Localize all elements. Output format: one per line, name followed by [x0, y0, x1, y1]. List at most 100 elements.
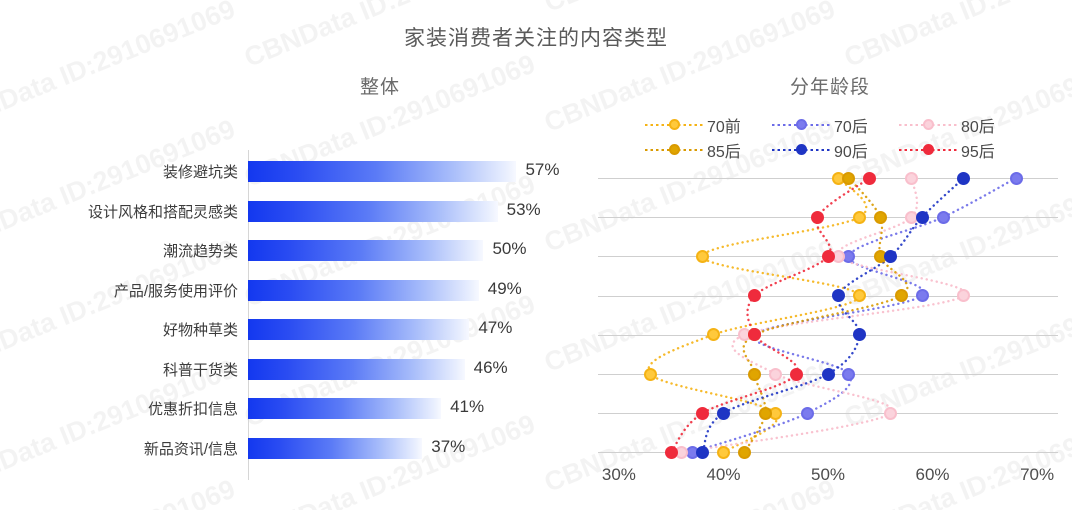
- overall-bar-chart: 装修避坑类 57% 设计风格和搭配灵感类 53% 潮流趋势类 50% 产品/服务使用评价 49…: [0, 150, 559, 480]
- bar-fill: [248, 398, 442, 419]
- grid-line: [598, 217, 1058, 219]
- bar-category-label: 装修避坑类: [162, 164, 238, 181]
- data-point-95后[interactable]: [821, 249, 835, 263]
- data-point-80后[interactable]: [905, 171, 919, 185]
- data-point-70后[interactable]: [1009, 171, 1023, 185]
- bar-track: 41%: [248, 397, 540, 419]
- legend-item-85后[interactable]: 85后: [645, 137, 772, 162]
- data-point-70前[interactable]: [696, 249, 710, 263]
- bar-category-label: 设计风格和搭配灵感类: [87, 203, 238, 221]
- x-tick-label: 40%: [706, 465, 741, 484]
- bar-track: 50%: [248, 239, 540, 261]
- bar-category-label: 科普干货类: [162, 361, 238, 379]
- data-point-70前[interactable]: [852, 210, 866, 224]
- legend-swatch: [772, 119, 830, 131]
- legend-label: 70后: [834, 118, 868, 136]
- bar-fill: [248, 437, 423, 459]
- bar-track: 46%: [248, 357, 540, 380]
- data-point-80后[interactable]: [957, 289, 971, 303]
- legend-item-80后[interactable]: 80后: [899, 112, 1026, 137]
- legend-marker-dot: [668, 119, 680, 130]
- series-line-90后: [701, 176, 966, 454]
- data-point-95后[interactable]: [811, 210, 825, 224]
- bar-fill: [248, 279, 479, 301]
- legend-swatch: [899, 144, 957, 156]
- data-point-85后[interactable]: [894, 289, 908, 303]
- legend-marker-dot: [795, 144, 807, 155]
- bar-category-label: 产品/服务使用评价: [113, 282, 238, 300]
- grid-line: [598, 295, 1058, 297]
- bar-value-label: 41%: [450, 397, 485, 416]
- grid-line: [598, 178, 1058, 179]
- bar-value-label: 46%: [473, 357, 508, 377]
- data-point-95后[interactable]: [696, 406, 710, 420]
- data-point-80后[interactable]: [884, 406, 898, 420]
- legend-marker-dot: [922, 144, 934, 155]
- bar-row: 新品资讯/信息 37%: [0, 437, 540, 459]
- legend-swatch: [645, 119, 703, 131]
- bar-row: 装修避坑类 57%: [0, 160, 559, 182]
- bar-track: 57%: [248, 160, 559, 182]
- data-point-95后[interactable]: [748, 289, 762, 303]
- data-point-70后[interactable]: [936, 210, 950, 224]
- bar-fill: [248, 200, 498, 222]
- legend-swatch: [772, 144, 830, 156]
- data-point-85后[interactable]: [737, 445, 751, 459]
- bar-category-label: 优惠折扣信息: [147, 401, 238, 418]
- grid-line: [598, 413, 1058, 415]
- data-point-70前[interactable]: [643, 367, 657, 381]
- data-point-90后[interactable]: [915, 210, 929, 224]
- plot-connector-lines: [647, 176, 1018, 454]
- data-point-70后[interactable]: [915, 289, 929, 303]
- legend-item-90后[interactable]: 90后: [772, 137, 899, 162]
- data-point-90后[interactable]: [696, 445, 710, 459]
- x-tick-label: 50%: [810, 465, 846, 484]
- data-point-95后[interactable]: [863, 171, 877, 185]
- legend-label: 90后: [834, 143, 868, 161]
- data-point-90后[interactable]: [831, 289, 845, 303]
- data-point-70前[interactable]: [706, 328, 720, 342]
- data-point-90后[interactable]: [716, 406, 730, 420]
- data-point-90后[interactable]: [884, 249, 898, 263]
- bar-value-label: 53%: [506, 199, 541, 219]
- data-point-90后[interactable]: [957, 171, 971, 185]
- bar-value-label: 50%: [492, 239, 527, 258]
- bar-category-label: 好物种草类: [162, 322, 238, 339]
- data-point-85后[interactable]: [748, 367, 762, 381]
- x-tick-label: 70%: [1020, 465, 1055, 484]
- data-point-90后[interactable]: [821, 367, 835, 381]
- bar-axis-line: [248, 150, 249, 480]
- data-point-70前[interactable]: [716, 445, 730, 459]
- data-point-85后[interactable]: [842, 171, 856, 185]
- data-point-70后[interactable]: [842, 367, 856, 381]
- bar-row: 产品/服务使用评价 49%: [0, 279, 540, 301]
- series-line-95后: [670, 176, 871, 454]
- bar-value-label: 57%: [525, 160, 560, 179]
- bar-fill: [248, 319, 470, 340]
- left-panel-title: 整体: [359, 77, 400, 98]
- age-group-scatter-chart: 70前 70后 80后 85后 90后 95后 30% 40% 50% 60% 70%: [560, 100, 1072, 510]
- legend-label: 80后: [961, 118, 995, 136]
- bar-row: 好物种草类 47%: [0, 318, 540, 340]
- data-point-85后[interactable]: [758, 406, 772, 420]
- bar-track: 53%: [248, 199, 541, 222]
- legend: 70前 70后 80后 85后 90后 95后: [645, 112, 1045, 162]
- data-point-95后[interactable]: [748, 328, 762, 342]
- data-point-85后[interactable]: [873, 210, 887, 224]
- data-point-80后[interactable]: [769, 367, 783, 381]
- bar-row: 优惠折扣信息 41%: [0, 397, 540, 419]
- data-point-70前[interactable]: [852, 289, 866, 303]
- data-point-70后[interactable]: [800, 406, 814, 420]
- data-point-90后[interactable]: [852, 328, 866, 342]
- legend-item-70前[interactable]: 70前: [645, 112, 772, 137]
- legend-item-70后[interactable]: 70后: [772, 112, 899, 137]
- legend-item-95后[interactable]: 95后: [899, 137, 1026, 162]
- series-line-70后: [690, 176, 1018, 454]
- bar-row: 设计风格和搭配灵感类 53%: [0, 199, 541, 222]
- data-point-95后[interactable]: [664, 445, 678, 459]
- bar-track: 49%: [248, 279, 540, 301]
- legend-marker-dot: [922, 119, 934, 130]
- legend-label: 95后: [961, 143, 995, 161]
- data-point-95后[interactable]: [790, 367, 804, 381]
